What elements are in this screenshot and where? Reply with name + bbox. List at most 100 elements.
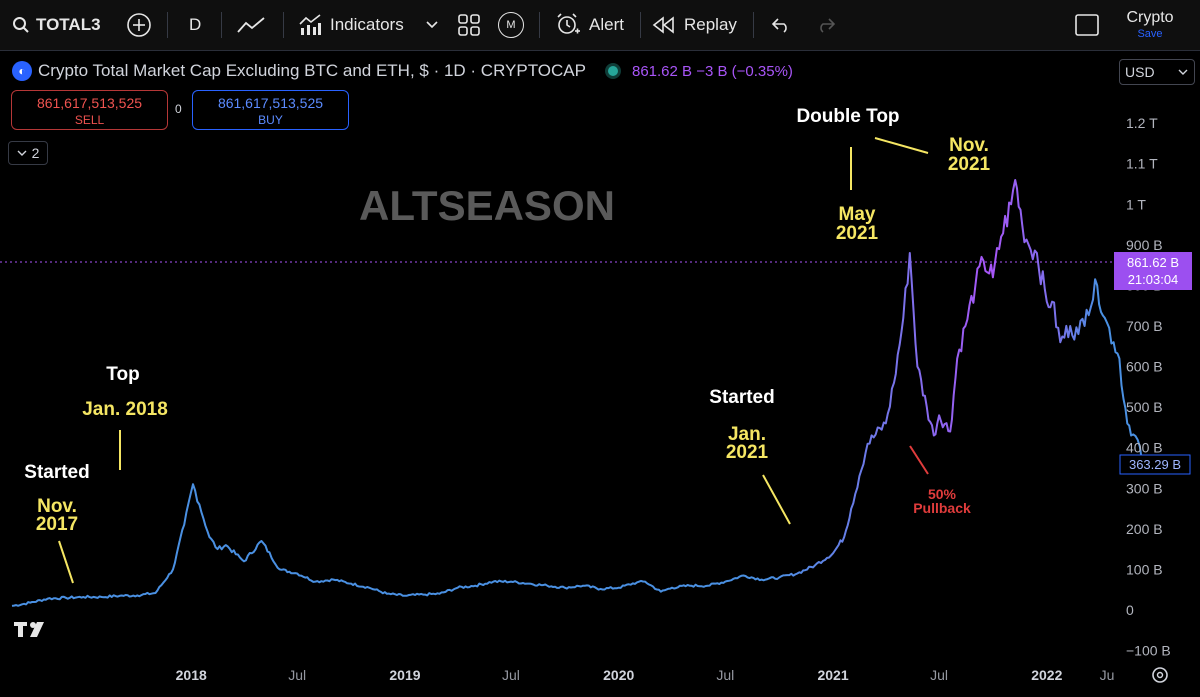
annotation-may-2021-month: May — [839, 204, 876, 225]
price-series-line — [11, 179, 1153, 607]
indicators-dropdown-button[interactable] — [426, 0, 438, 50]
layout-save-button[interactable]: Crypto Save — [1112, 8, 1188, 41]
interval-button[interactable]: D — [189, 0, 201, 50]
redo-button[interactable] — [816, 0, 836, 50]
undo-button[interactable] — [771, 0, 791, 50]
toolbar-divider — [640, 12, 641, 38]
spread-value: 0 — [175, 102, 182, 116]
indicators-label: Indicators — [330, 15, 404, 34]
sell-button[interactable]: 861,617,513,525 SELL — [11, 90, 168, 130]
window-icon — [1075, 14, 1099, 36]
x-tick-label: Jul — [930, 667, 948, 683]
y-tick-label: 1 T — [1126, 196, 1146, 212]
templates-button[interactable]: M — [498, 0, 524, 50]
chart-area[interactable]: ALTSEASON −100 B 0 100 B 200 B 300 B 400 B 500… — [0, 50, 1200, 697]
annotation-pullback-label: Pullback — [913, 500, 971, 516]
fullscreen-button[interactable] — [1075, 0, 1099, 50]
legend-row: ◐ Crypto Total Market Cap Excluding BTC … — [12, 58, 793, 84]
x-tick-label: 2018 — [176, 667, 207, 683]
alarm-clock-icon — [555, 12, 581, 38]
altseason-watermark: ALTSEASON — [359, 182, 615, 229]
line-chart-icon — [236, 15, 266, 35]
top-toolbar: TOTAL3 D Indicators M — [0, 0, 1200, 51]
templates-m-icon: M — [498, 12, 524, 38]
legend-values: 861.62 B −3 B (−0.35%) — [631, 62, 793, 80]
currency-label: USD — [1125, 64, 1155, 80]
reference-price-badge: 363.29 B — [1119, 454, 1191, 475]
chevron-down-icon — [1178, 69, 1188, 75]
current-time-label: 21:03:04 — [1128, 272, 1179, 287]
y-tick-label: 0 — [1126, 602, 1134, 618]
compare-add-button[interactable] — [126, 0, 152, 50]
y-tick-label: 200 B — [1126, 521, 1163, 537]
cryptocap-logo-icon: ◐ — [12, 61, 32, 81]
grid-icon — [458, 14, 480, 36]
current-price-badge: 861.62 B 21:03:04 — [1114, 252, 1192, 290]
y-tick-label: 900 B — [1126, 237, 1163, 253]
x-tick-label: 2022 — [1031, 667, 1062, 683]
x-tick-label: 2019 — [389, 667, 420, 683]
annotation-nov-2021-year: 2021 — [948, 154, 991, 175]
sell-label: SELL — [74, 113, 105, 127]
y-tick-label: 100 B — [1126, 561, 1163, 577]
x-tick-label: 2021 — [817, 667, 848, 683]
chevron-down-icon — [426, 21, 438, 29]
buy-button[interactable]: 861,617,513,525 BUY — [192, 90, 349, 130]
currency-select[interactable]: USD — [1119, 59, 1195, 85]
redo-icon — [816, 17, 836, 33]
undo-icon — [771, 17, 791, 33]
market-status-icon — [607, 66, 618, 76]
rewind-icon — [652, 16, 676, 34]
indicators-collapse-button[interactable]: 2 — [8, 141, 48, 165]
annotation-nov-2017-year: 2017 — [36, 514, 78, 535]
replay-button[interactable]: Replay — [652, 0, 737, 50]
x-tick-label: 2020 — [603, 667, 634, 683]
tradingview-logo[interactable] — [14, 622, 44, 637]
annotation-arrow-nov-2017 — [58, 540, 74, 584]
x-tick-label: Jul — [716, 667, 734, 683]
annotation-started-2021: Started — [709, 387, 774, 408]
y-tick-label: 600 B — [1126, 359, 1163, 375]
settings-gear-icon[interactable] — [1152, 667, 1168, 683]
sell-price: 861,617,513,525 — [36, 95, 143, 111]
y-tick-label: 1.2 T — [1126, 115, 1158, 131]
annotation-may-2021-year: 2021 — [836, 223, 879, 244]
y-tick-label: 500 B — [1126, 399, 1163, 415]
toolbar-divider — [539, 12, 540, 38]
alert-button[interactable]: Alert — [555, 0, 624, 50]
indicators-icon — [298, 14, 322, 36]
chart-type-button[interactable] — [236, 0, 266, 50]
buy-price: 861,617,513,525 — [217, 95, 324, 111]
chevron-down-icon — [17, 150, 27, 156]
annotation-arrow-nov-2021 — [874, 137, 929, 154]
x-tick-label: Jul — [288, 667, 306, 683]
annotation-top-2018: Top — [106, 364, 139, 385]
legend-title: Crypto Total Market Cap Excluding BTC an… — [38, 61, 586, 80]
alert-label: Alert — [589, 15, 624, 34]
x-axis[interactable]: 2018 Jul 2019 Jul 2020 Jul 2021 Jul 2022 Ju — [176, 667, 1115, 683]
symbol-search-button[interactable]: TOTAL3 — [12, 0, 101, 50]
current-price-label: 861.62 B — [1127, 255, 1179, 270]
toolbar-divider — [753, 12, 754, 38]
plus-circle-icon — [126, 12, 152, 38]
save-label: Save — [1137, 28, 1163, 40]
indicators-button[interactable]: Indicators — [298, 0, 404, 50]
buy-label: BUY — [258, 113, 283, 127]
toolbar-divider — [167, 12, 168, 38]
toolbar-divider — [283, 12, 284, 38]
replay-label: Replay — [684, 15, 737, 34]
search-icon — [12, 16, 30, 34]
annotation-jan-2021-month: Jan. — [728, 424, 766, 445]
reference-price-label: 363.29 B — [1129, 457, 1181, 472]
y-tick-label: 400 B — [1126, 440, 1163, 456]
annotation-started-2017: Started — [24, 462, 89, 483]
y-tick-label: 700 B — [1126, 318, 1163, 334]
annotation-jan-2018: Jan. 2018 — [82, 399, 168, 420]
annotation-arrow-jan-2021 — [762, 474, 791, 525]
layout-name: Crypto — [1126, 9, 1174, 26]
annotation-nov-2017-month: Nov. — [37, 496, 77, 517]
annotation-pullback-percent: 50% — [928, 486, 957, 502]
layouts-button[interactable] — [458, 0, 480, 50]
toolbar-divider — [221, 12, 222, 38]
y-axis[interactable]: −100 B 0 100 B 200 B 300 B 400 B 500 B 600 B 700… — [1126, 115, 1171, 658]
